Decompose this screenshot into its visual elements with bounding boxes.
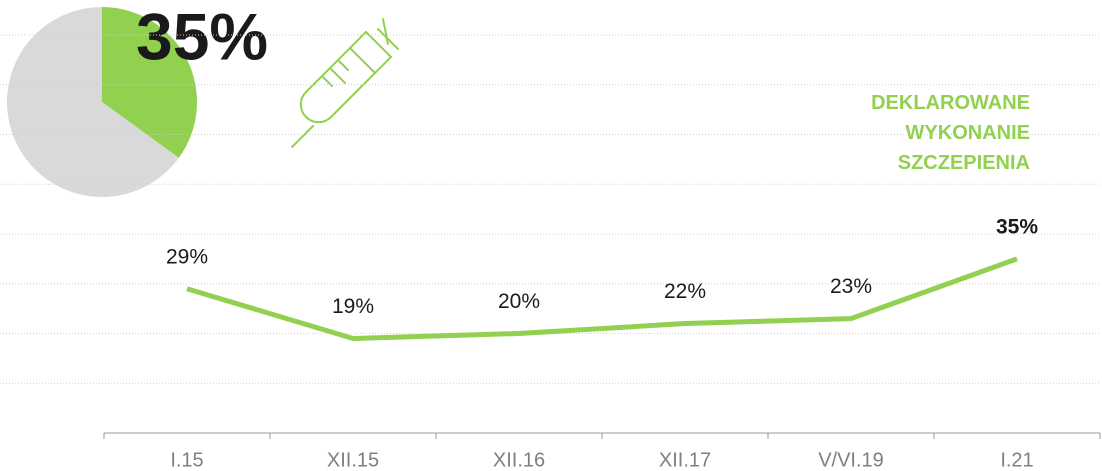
data-label: 20%	[498, 290, 540, 313]
pie-label: 35%	[136, 0, 268, 73]
x-tick-label: I.21	[1000, 449, 1033, 471]
x-tick-label: XII.16	[493, 449, 545, 471]
x-tick-label: XII.15	[327, 449, 379, 471]
line	[186, 256, 1018, 341]
data-label: 35%	[996, 215, 1038, 238]
x-tick-label: I.15	[170, 449, 203, 471]
x-tick-label: V/VI.19	[818, 449, 884, 471]
data-label: 19%	[332, 295, 374, 318]
series-label-line: WYKONANIE	[906, 122, 1030, 144]
syringe-icon	[291, 18, 399, 148]
pie-slice	[7, 7, 179, 197]
data-label: 29%	[166, 245, 208, 268]
data-label: 23%	[830, 275, 872, 298]
series-label: DEKLAROWANE WYKONANIE SZCZEPIENIA	[871, 92, 1030, 174]
series-label-line: SZCZEPIENIA	[898, 152, 1030, 174]
series-label-line: DEKLAROWANE	[871, 92, 1030, 114]
pie-slice	[102, 7, 198, 158]
x-tick-label: XII.17	[659, 449, 711, 471]
data-label: 22%	[664, 280, 706, 303]
